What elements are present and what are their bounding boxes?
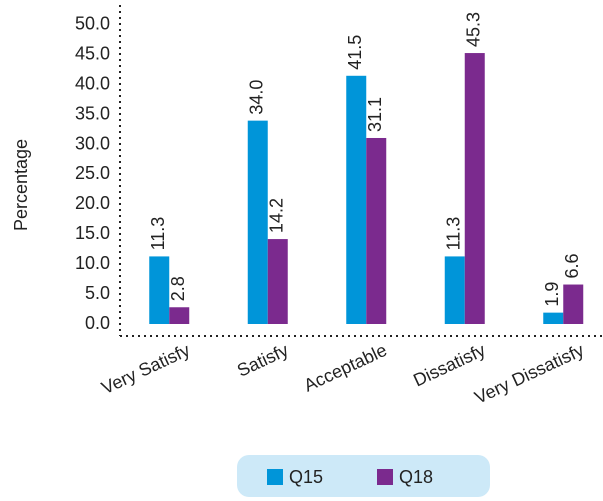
- x-tick-label: Dissatisfy: [410, 340, 488, 391]
- bar: [464, 53, 485, 324]
- y-tick-label: 0.0: [85, 313, 110, 333]
- y-tick-label: 20.0: [75, 193, 110, 213]
- bar: [169, 307, 190, 324]
- y-tick-label: 10.0: [75, 253, 110, 273]
- y-tick-label: 5.0: [85, 283, 110, 303]
- value-label: 1.9: [542, 282, 562, 307]
- y-tick-label: 35.0: [75, 103, 110, 123]
- bar: [247, 120, 268, 324]
- bar: [444, 256, 465, 324]
- bar: [543, 312, 564, 324]
- legend-label: Q15: [289, 467, 323, 487]
- x-tick-label: Very Dissatisfy: [472, 340, 587, 408]
- legend-label: Q18: [399, 467, 433, 487]
- value-label: 11.3: [444, 217, 464, 251]
- value-label: 11.3: [148, 217, 168, 251]
- value-label: 34.0: [247, 80, 267, 115]
- y-tick-label: 40.0: [75, 74, 110, 94]
- bar: [366, 137, 387, 324]
- value-label: 41.5: [345, 35, 365, 70]
- bar: [149, 256, 170, 324]
- bar: [267, 239, 288, 324]
- x-tick-label: Satisfy: [234, 340, 291, 381]
- x-tick-label: Very Satisfy: [98, 340, 193, 398]
- legend-swatch: [377, 469, 393, 485]
- x-tick-label: Acceptable: [301, 340, 390, 396]
- value-label: 2.8: [168, 276, 188, 301]
- value-label: 14.2: [267, 198, 287, 233]
- bar: [563, 284, 584, 324]
- y-tick-label: 45.0: [75, 44, 110, 64]
- value-label: 31.1: [365, 97, 385, 132]
- y-tick-label: 30.0: [75, 133, 110, 153]
- y-tick-label: 25.0: [75, 163, 110, 183]
- legend-box: [237, 455, 490, 497]
- bar: [346, 75, 367, 324]
- value-label: 45.3: [464, 12, 484, 47]
- legend-swatch: [267, 469, 283, 485]
- y-tick-label: 50.0: [75, 14, 110, 34]
- value-label: 6.6: [562, 253, 582, 278]
- y-axis-label: Percentage: [11, 139, 31, 231]
- y-tick-label: 15.0: [75, 223, 110, 243]
